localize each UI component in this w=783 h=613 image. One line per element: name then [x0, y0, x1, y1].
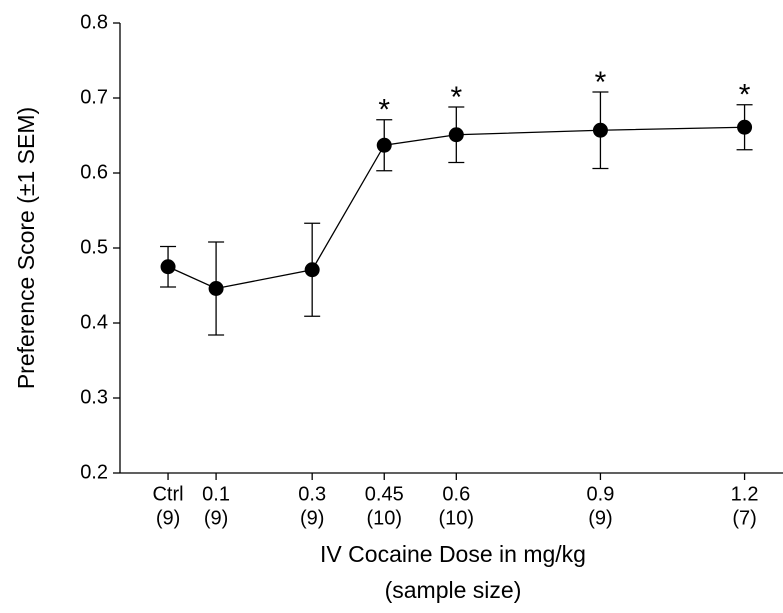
x-tick-label: Ctrl [152, 483, 183, 505]
y-axis-label: Preference Score (±1 SEM) [13, 107, 39, 389]
y-tick-label: 0.8 [80, 11, 108, 33]
y-tick-label: 0.2 [80, 461, 108, 483]
y-tick-label: 0.3 [80, 386, 108, 408]
sample-size-label: (9) [300, 507, 324, 529]
significance-marker: * [450, 81, 462, 114]
data-point [208, 281, 224, 296]
y-tick-label: 0.4 [80, 311, 108, 333]
y-tick-label: 0.6 [80, 161, 108, 183]
x-tick-label: 0.9 [587, 483, 615, 505]
x-tick-label: 0.3 [298, 483, 326, 505]
data-point [304, 262, 320, 278]
y-tick-label: 0.5 [80, 236, 108, 258]
sample-size-label: (10) [439, 507, 475, 529]
x-tick-label: 0.45 [365, 483, 404, 505]
sample-size-label: (9) [156, 507, 180, 529]
sample-size-label: (7) [732, 507, 756, 529]
x-tick-label: 0.6 [442, 483, 470, 505]
data-point [448, 127, 464, 143]
x-tick-label: 1.2 [731, 483, 759, 505]
x-axis-sublabel: (sample size) [385, 577, 522, 603]
x-axis-label: IV Cocaine Dose in mg/kg [320, 541, 586, 567]
x-tick-label: 0.1 [202, 483, 230, 505]
sample-size-label: (9) [588, 507, 612, 529]
sample-size-label: (9) [204, 507, 228, 529]
data-point [592, 122, 608, 138]
data-point [376, 137, 392, 153]
significance-marker: * [378, 94, 390, 127]
data-point [737, 119, 753, 135]
sample-size-label: (10) [366, 507, 402, 529]
data-point [160, 259, 176, 275]
significance-marker: * [595, 66, 607, 99]
y-tick-label: 0.7 [80, 86, 108, 108]
significance-marker: * [739, 79, 751, 112]
